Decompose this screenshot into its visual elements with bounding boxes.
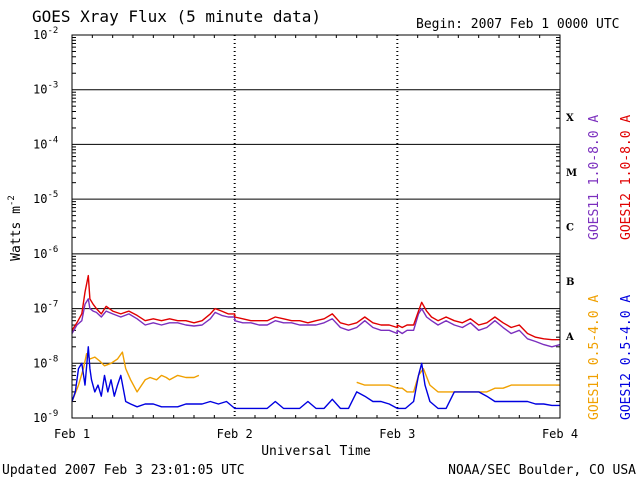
legend-entry: GOES11 1.0-8.0 A [587,115,602,240]
x-tick-label: Feb 2 [217,427,253,441]
y-axis-label-main: Watts m [9,206,24,261]
flare-class-label: M [566,168,577,179]
y-tick-label: 10-2 [33,26,58,42]
y-tick-label: 10-5 [33,190,58,206]
x-tick-label: Feb 4 [542,427,578,441]
credit-label: NOAA/SEC Boulder, CO USA [448,463,636,478]
y-tick-label: 10-8 [33,354,58,370]
x-axis-label: Universal Time [261,444,371,459]
y-tick-label: 10-4 [33,135,58,151]
series-line [71,346,560,410]
legend-entry: GOES12 0.5-4.0 A [619,295,634,420]
y-axis-label-exponent: -2 [7,195,17,206]
updated-timestamp: Updated 2007 Feb 3 23:01:05 UTC [2,463,245,478]
flare-class-label: A [565,332,574,343]
y-tick-label: 10-3 [33,81,58,97]
flare-class-label: X [566,113,574,124]
begin-label: Begin: 2007 Feb 1 0000 UTC [416,17,620,32]
y-tick-label: 10-6 [33,245,58,261]
legend-entry: GOES11 0.5-4.0 A [587,295,602,420]
x-tick-label: Feb 3 [379,427,415,441]
series-line [71,351,560,402]
flare-class-labels: X M C B A [565,113,577,343]
series-lines [71,274,561,410]
legend-entry: GOES12 1.0-8.0 A [619,115,634,240]
x-tick-labels: Feb 1 Feb 2 Feb 3 Feb 4 [54,427,578,441]
plot-frame [71,34,561,419]
y-tick-label: 10-9 [33,409,58,425]
y-tick-labels: 10-9 10-8 10-7 10-6 10-5 10-4 10-3 10-2 [33,26,58,425]
x-tick-label: Feb 1 [54,427,90,441]
series-line [71,298,561,348]
y-tick-label: 10-7 [33,300,58,316]
series-line [71,274,560,341]
chart-title: GOES Xray Flux (5 minute data) [32,7,321,26]
flare-class-label: B [566,277,574,288]
y-axis-label: Watts m-2 [7,195,24,261]
flare-class-label: C [566,223,574,234]
legend: GOES11 1.0-8.0 A GOES12 1.0-8.0 A GOES11 0… [587,115,634,420]
grid [72,35,560,418]
